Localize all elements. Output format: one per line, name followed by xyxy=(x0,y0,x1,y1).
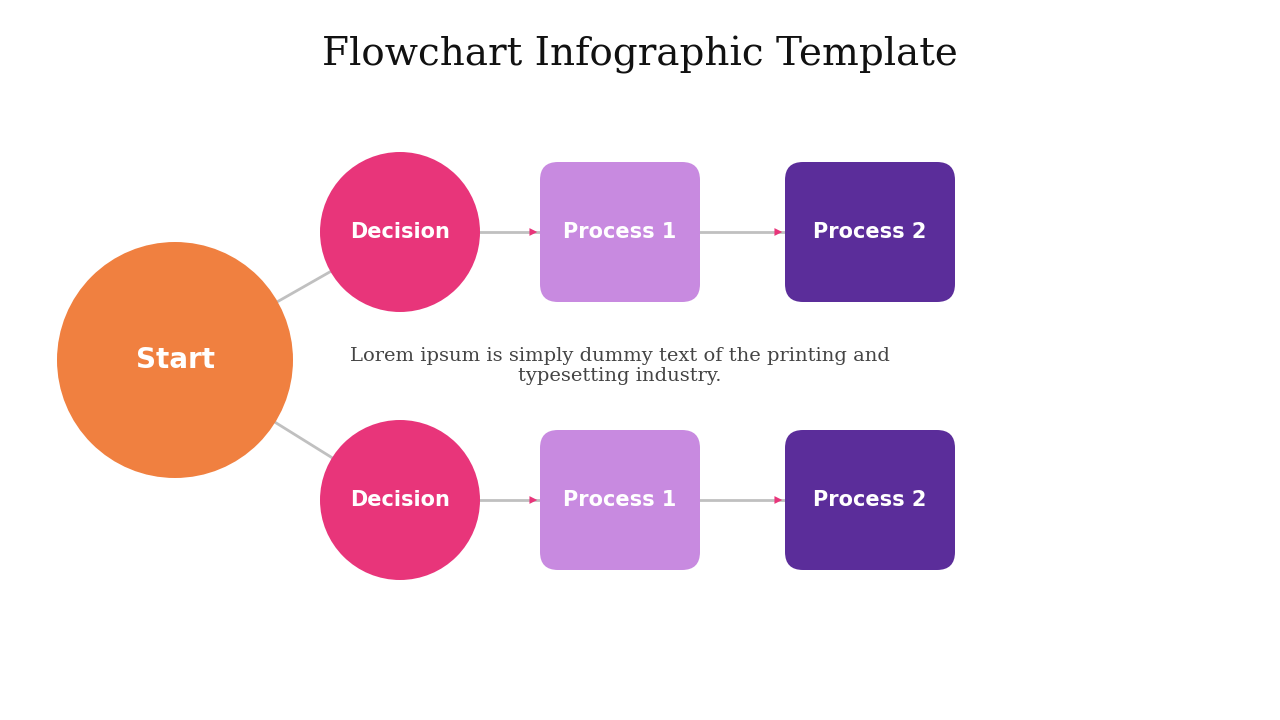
Text: Decision: Decision xyxy=(349,222,451,242)
Text: Flowchart Infographic Template: Flowchart Infographic Template xyxy=(323,36,957,74)
FancyBboxPatch shape xyxy=(785,430,955,570)
FancyBboxPatch shape xyxy=(540,430,700,570)
Text: Process 1: Process 1 xyxy=(563,222,677,242)
FancyBboxPatch shape xyxy=(540,162,700,302)
Text: Process 2: Process 2 xyxy=(813,490,927,510)
Text: Process 1: Process 1 xyxy=(563,490,677,510)
Text: Lorem ipsum is simply dummy text of the printing and
typesetting industry.: Lorem ipsum is simply dummy text of the … xyxy=(349,346,890,385)
Text: Process 2: Process 2 xyxy=(813,222,927,242)
Text: Start: Start xyxy=(136,346,215,374)
FancyBboxPatch shape xyxy=(785,162,955,302)
Text: Decision: Decision xyxy=(349,490,451,510)
Ellipse shape xyxy=(58,242,293,478)
Ellipse shape xyxy=(320,420,480,580)
Ellipse shape xyxy=(320,152,480,312)
